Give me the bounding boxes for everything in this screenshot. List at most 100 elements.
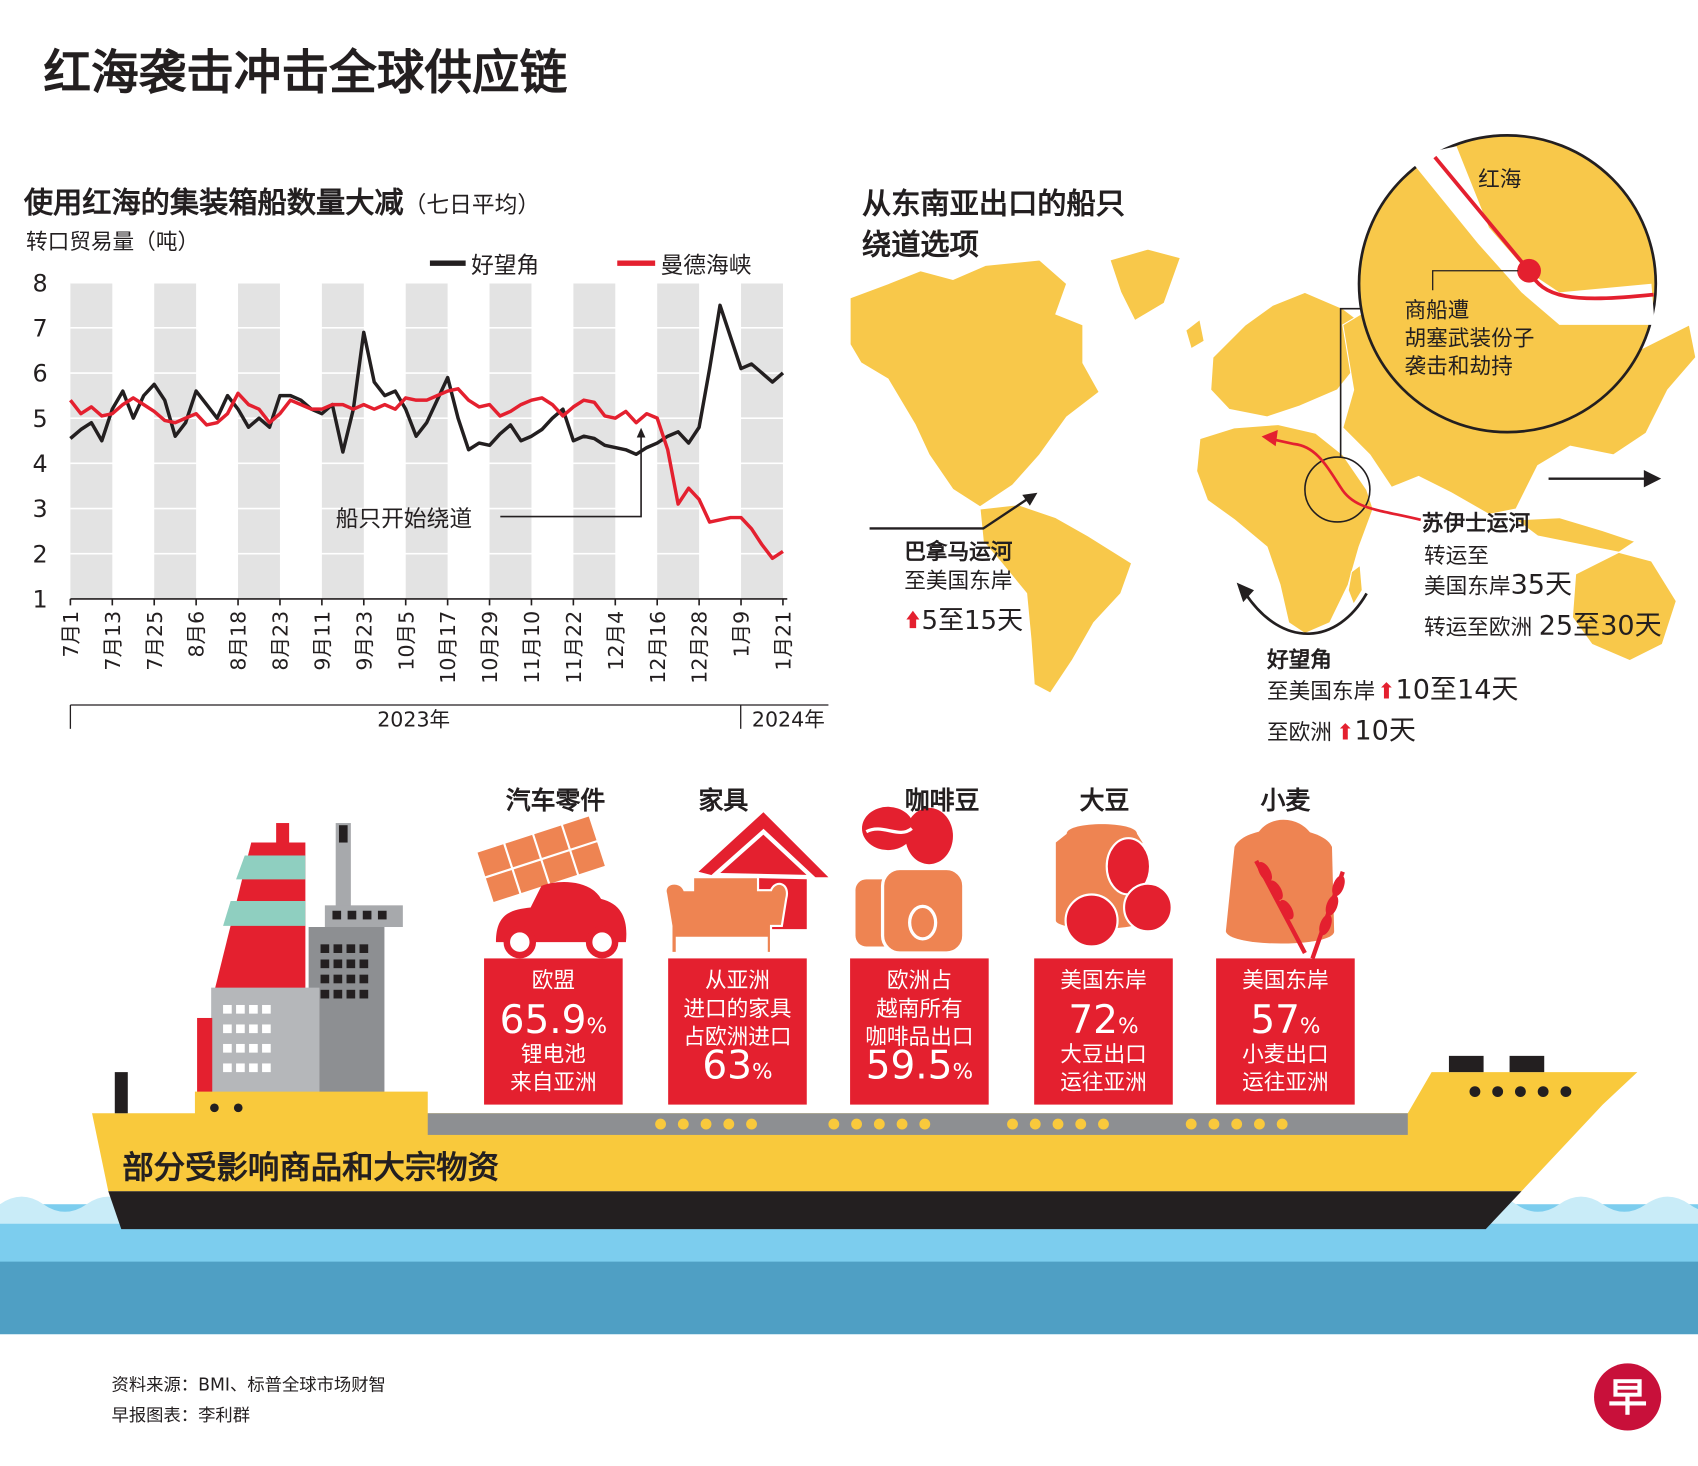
australia-shape xyxy=(1571,551,1677,662)
ship-section: 部分受影响商品和大宗物资 xyxy=(0,786,1698,1335)
window xyxy=(362,910,372,920)
chart-band xyxy=(238,282,280,599)
coffee-bean xyxy=(861,806,914,851)
ship-hull-bottom xyxy=(108,1191,1522,1230)
porthole xyxy=(896,1118,908,1130)
detour-annotation: 船只开始绕道 xyxy=(336,427,646,532)
goods-stat-number: 63 xyxy=(702,1044,752,1089)
legend-label-mandeb: 曼德海峡 xyxy=(661,253,752,279)
map-title-line1: 从东南亚出口的船只 xyxy=(862,186,1125,220)
goods-stat-unit: % xyxy=(1300,1014,1321,1039)
north-america-shape xyxy=(849,259,1100,508)
goods-stat-unit: % xyxy=(1118,1014,1139,1039)
goods-stat-text: 进口的家具 xyxy=(683,997,791,1022)
porthole xyxy=(1254,1118,1265,1130)
porthole xyxy=(919,1118,931,1130)
goods-section-label: 部分受影响商品和大宗物资 xyxy=(122,1149,499,1186)
car-wheel xyxy=(585,925,619,959)
soybean-icon xyxy=(1055,824,1173,948)
goods-stat-text: 欧洲占 xyxy=(887,969,952,994)
funnel-stripe-1 xyxy=(236,855,306,880)
x-tick-label: 11月10 xyxy=(520,611,544,684)
window xyxy=(262,1004,271,1014)
wheat-icon xyxy=(1225,819,1345,960)
cape-line2-value: 10天 xyxy=(1354,716,1416,747)
chart-band xyxy=(70,282,113,599)
y-tick-label: 3 xyxy=(32,495,47,523)
window xyxy=(236,1024,245,1034)
window xyxy=(236,1043,245,1053)
window xyxy=(320,944,330,953)
attack-location-dot xyxy=(1517,258,1541,283)
goods-name: 咖啡豆 xyxy=(905,786,980,815)
car-wheel xyxy=(503,925,537,959)
goods-stat-unit: % xyxy=(952,1060,973,1085)
furniture-icon xyxy=(664,812,829,955)
goods-stat-box xyxy=(1034,958,1173,1105)
legend: 好望角 曼德海峡 xyxy=(429,253,752,279)
goods-name: 汽车零件 xyxy=(506,786,606,815)
window xyxy=(347,910,357,920)
goods-stat-text: 运往亚洲 xyxy=(1242,1070,1329,1095)
x-tick-label: 9月11 xyxy=(310,611,334,671)
porthole xyxy=(873,1118,885,1130)
funnel-stripe-2 xyxy=(223,901,306,926)
y-axis-label: 转口贸易量（吨） xyxy=(26,230,199,255)
chart-band xyxy=(321,282,364,599)
goods-stat-text: 锂电池 xyxy=(521,1042,586,1067)
y-tick-label: 7 xyxy=(32,315,47,343)
year-label-2023: 2023年 xyxy=(377,708,450,732)
cape-line2-text: 至欧洲 xyxy=(1267,721,1332,746)
porthole xyxy=(723,1118,735,1130)
auto-parts-icon xyxy=(474,813,627,959)
logo-glyph: 早 xyxy=(1608,1376,1647,1421)
x-tick-label: 9月23 xyxy=(352,611,376,671)
porthole xyxy=(828,1118,840,1130)
chart-title-main: 使用红海的集装箱船数量大减 xyxy=(23,185,404,219)
window xyxy=(346,944,356,953)
logo-circle xyxy=(1594,1363,1662,1431)
inset-label-red-sea: 红海 xyxy=(1478,167,1521,192)
annotation-arrowhead xyxy=(636,427,646,438)
cape-line2-arrow-icon: ⬆ xyxy=(1336,721,1354,746)
year-label-2024: 2024年 xyxy=(752,708,825,732)
year-axis: 2023年 2024年 xyxy=(69,704,829,732)
porthole xyxy=(1469,1086,1481,1098)
x-tick-label: 12月4 xyxy=(604,611,628,671)
x-tick-label: 12月28 xyxy=(688,611,712,684)
panama-arrowhead xyxy=(1022,492,1038,506)
suez-line2-text: 美国东岸 xyxy=(1424,574,1511,599)
goods-stat-text: 小麦出口 xyxy=(1242,1042,1329,1067)
suez-route-line xyxy=(1268,437,1422,522)
x-tick-label: 10月29 xyxy=(478,611,502,684)
window xyxy=(359,989,369,999)
porthole xyxy=(1231,1118,1243,1130)
goods-stat-value: 65.9% xyxy=(500,998,607,1043)
goods-stat-text: 大豆出口 xyxy=(1060,1042,1147,1067)
window xyxy=(236,1063,245,1073)
window xyxy=(333,989,343,999)
car-body xyxy=(495,881,627,943)
x-tick-label: 12月16 xyxy=(646,611,670,684)
south-america-shape xyxy=(979,504,1133,694)
goods-stat-number: 65.9 xyxy=(500,998,587,1043)
funnel-top xyxy=(276,823,290,847)
y-tick-labels: 1 2 3 4 5 6 7 8 xyxy=(32,269,47,613)
window xyxy=(359,974,369,984)
porthole xyxy=(1029,1118,1041,1130)
panama-line1: 至美国东岸 xyxy=(904,569,1012,594)
window xyxy=(346,959,356,969)
y-tick-label: 5 xyxy=(32,405,47,433)
porthole xyxy=(746,1118,757,1130)
window xyxy=(359,944,369,953)
chart-bands xyxy=(70,282,783,599)
window xyxy=(249,1024,258,1034)
porthole xyxy=(1185,1118,1197,1130)
deck-portholes xyxy=(655,1118,1288,1130)
cape-name: 好望角 xyxy=(1266,647,1332,673)
window xyxy=(346,989,356,999)
ship-windows xyxy=(223,910,387,1073)
